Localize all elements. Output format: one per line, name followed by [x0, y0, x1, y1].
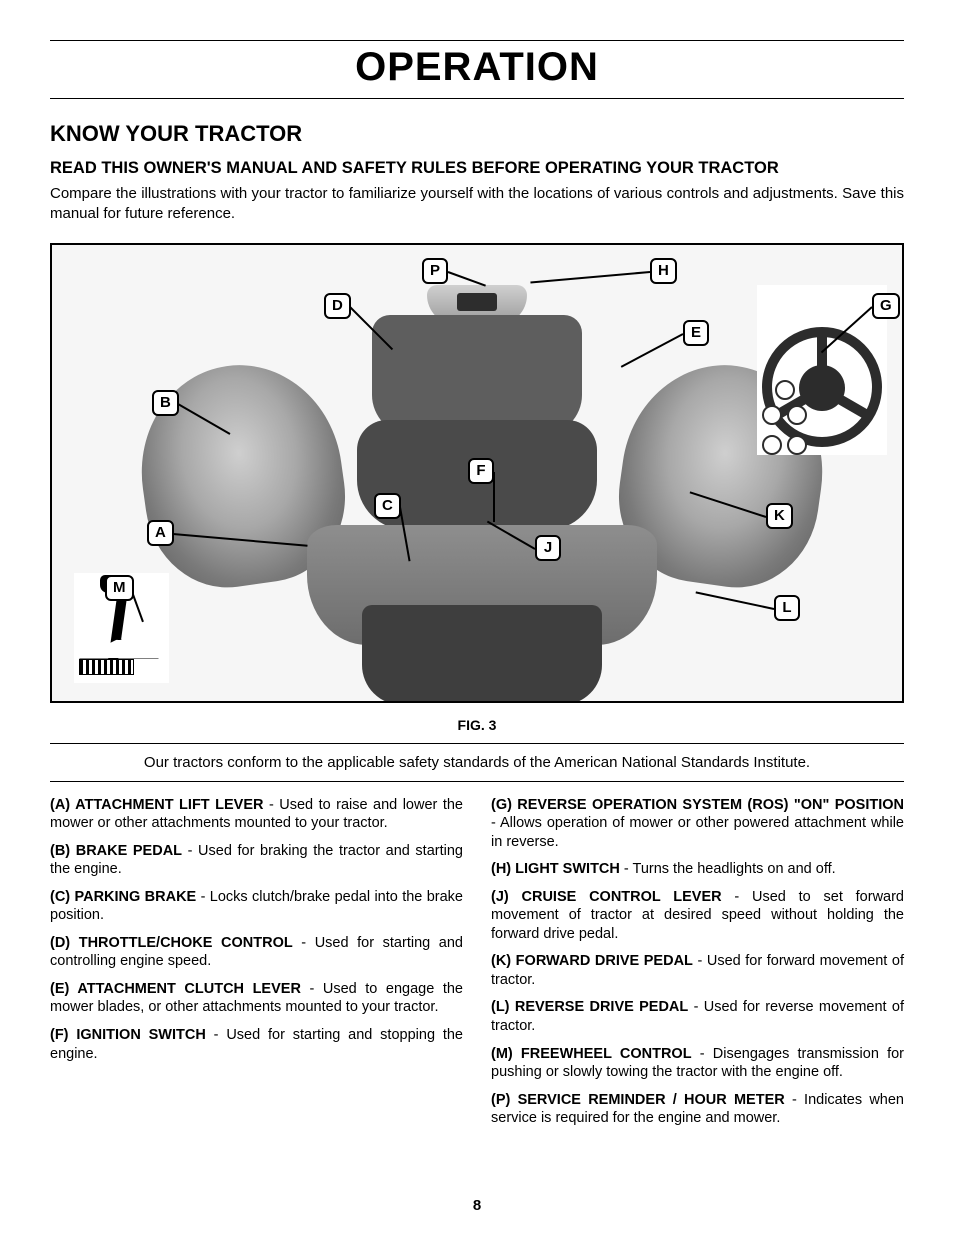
callout-j: J — [535, 535, 561, 561]
control-item: (D) THROTTLE/CHOKE CONTROL - Used for st… — [50, 934, 463, 971]
section-subheading: READ THIS OWNER'S MANUAL AND SAFETY RULE… — [50, 159, 904, 178]
indicator-icon — [762, 435, 782, 455]
control-item: (P) SERVICE REMINDER / HOUR METER - Indi… — [491, 1091, 904, 1128]
rule-mid-2 — [50, 781, 904, 782]
control-item: (E) ATTACHMENT CLUTCH LEVER - Used to en… — [50, 980, 463, 1017]
indicator-icon — [787, 435, 807, 455]
control-item: (L) REVERSE DRIVE PEDAL - Used for rever… — [491, 998, 904, 1035]
control-item: (K) FORWARD DRIVE PEDAL - Used for forwa… — [491, 952, 904, 989]
control-item: (J) CRUISE CONTROL LEVER - Used to set f… — [491, 888, 904, 944]
control-item-name: (F) IGNITION SWITCH — [50, 1027, 206, 1043]
rule-top — [50, 40, 904, 41]
callout-p: P — [422, 258, 448, 284]
section-heading: KNOW YOUR TRACTOR — [50, 121, 904, 147]
controls-column-right: (G) REVERSE OPERATION SYSTEM (ROS) "ON" … — [491, 796, 904, 1137]
steering-hub — [799, 365, 845, 411]
control-item-desc: - Allows operation of mower or other pow… — [491, 815, 904, 850]
callout-h: H — [650, 258, 677, 284]
lever-teeth — [79, 659, 134, 675]
callout-b: B — [152, 390, 179, 416]
control-item-name: (H) LIGHT SWITCH — [491, 861, 620, 877]
callout-g: G — [872, 293, 900, 319]
indicator-icon — [762, 405, 782, 425]
page-number: 8 — [50, 1197, 904, 1214]
control-item-name: (D) THROTTLE/CHOKE CONTROL — [50, 935, 293, 951]
control-item-name: (A) ATTACHMENT LIFT LEVER — [50, 797, 263, 813]
control-item: (C) PARKING BRAKE - Locks clutch/brake p… — [50, 888, 463, 925]
callout-a: A — [147, 520, 174, 546]
callout-k: K — [766, 503, 793, 529]
control-item-name: (J) CRUISE CONTROL LEVER — [491, 889, 722, 905]
control-item-name: (M) FREEWHEEL CONTROL — [491, 1046, 692, 1062]
controls-columns: (A) ATTACHMENT LIFT LEVER - Used to rais… — [50, 796, 904, 1137]
tractor-figure: A B C D E F G H J K L M P — [50, 243, 904, 703]
callout-l: L — [774, 595, 800, 621]
seat-back — [372, 315, 582, 435]
rule-under-title — [50, 98, 904, 99]
control-item: (F) IGNITION SWITCH - Used for starting … — [50, 1026, 463, 1063]
control-item-desc: - Turns the headlights on and off. — [620, 861, 836, 877]
indicator-icon — [775, 380, 795, 400]
page-title: OPERATION — [50, 45, 904, 90]
callout-e: E — [683, 320, 709, 346]
lever-cap — [79, 639, 159, 659]
intro-paragraph: Compare the illustrations with your trac… — [50, 184, 904, 225]
control-item: (H) LIGHT SWITCH - Turns the headlights … — [491, 860, 904, 879]
hood-display — [457, 293, 497, 311]
control-item-name: (K) FORWARD DRIVE PEDAL — [491, 953, 693, 969]
footwell — [362, 605, 602, 703]
callout-f: F — [468, 458, 494, 484]
control-item: (A) ATTACHMENT LIFT LEVER - Used to rais… — [50, 796, 463, 833]
control-item-name: (P) SERVICE REMINDER / HOUR METER — [491, 1092, 785, 1108]
callout-d: D — [324, 293, 351, 319]
callout-c: C — [374, 493, 401, 519]
rule-mid — [50, 743, 904, 744]
control-item-name: (G) REVERSE OPERATION SYSTEM (ROS) "ON" … — [491, 797, 904, 813]
control-item-name: (C) PARKING BRAKE — [50, 889, 196, 905]
control-item-name: (E) ATTACHMENT CLUTCH LEVER — [50, 981, 301, 997]
figure-caption: FIG. 3 — [50, 717, 904, 733]
control-item: (G) REVERSE OPERATION SYSTEM (ROS) "ON" … — [491, 796, 904, 852]
control-item-name: (B) BRAKE PEDAL — [50, 843, 182, 859]
callout-m: M — [105, 575, 134, 601]
conformance-statement: Our tractors conform to the applicable s… — [50, 754, 904, 771]
indicator-icon — [787, 405, 807, 425]
controls-column-left: (A) ATTACHMENT LIFT LEVER - Used to rais… — [50, 796, 463, 1137]
control-item-name: (L) REVERSE DRIVE PEDAL — [491, 999, 688, 1015]
control-item: (B) BRAKE PEDAL - Used for braking the t… — [50, 842, 463, 879]
control-item: (M) FREEWHEEL CONTROL - Disengages trans… — [491, 1045, 904, 1082]
